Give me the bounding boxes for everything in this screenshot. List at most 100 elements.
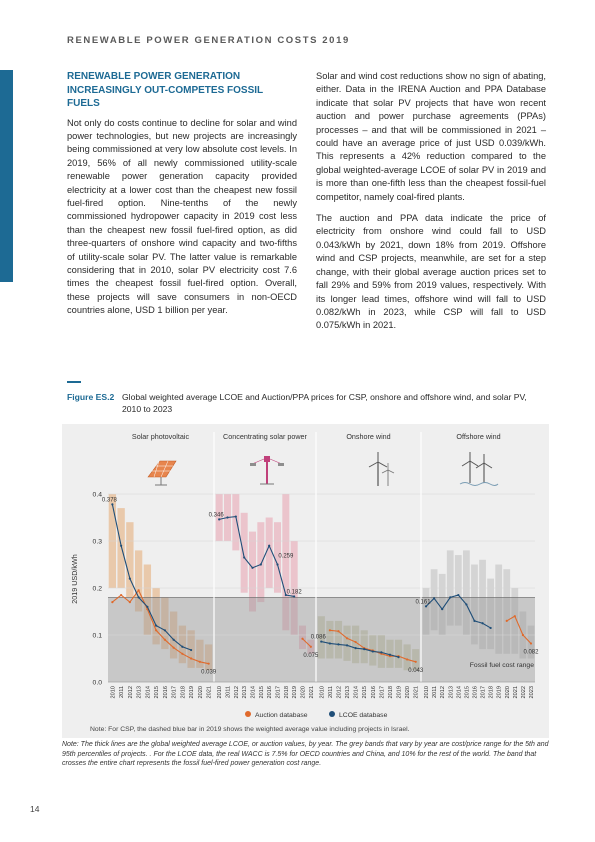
fossil-fuel-band [108,597,535,682]
lcoe-series-point [388,653,392,656]
auction-series-point [529,642,533,645]
lcoe-series-line [219,515,295,598]
percentile-band-bar [463,550,470,635]
x-tick-label: 2020 [301,686,307,698]
chart-area: 0.378 0.039 0.346 0.259 0.182 0.075 0.086 0.043… [62,424,549,738]
x-tick-label: 2011 [226,686,232,698]
x-tick-label: 2012 [128,686,134,698]
percentile-band-bar [240,512,248,593]
lcoe-series-point [320,640,323,643]
figure-rule [67,381,81,383]
data-label: 0.043 [408,668,424,674]
percentile-band-bar [152,588,160,645]
legend-lcoe-marker [329,711,335,717]
percentile-band-bar [161,597,169,650]
lcoe-series-point [433,597,436,600]
x-tick-label: 2016 [267,686,273,698]
x-tick-label: 2016 [371,686,377,698]
auction-series-point [337,630,340,633]
x-tick-label: 2017 [379,686,385,698]
y-tick-label: 0.0 [93,680,103,687]
running-header: RENEWABLE POWER GENERATION COSTS 2019 [67,35,350,46]
percentile-band-bar [134,550,143,612]
x-tick-label: 2013 [448,686,454,698]
auction-series-point [190,657,193,660]
data-label: 0.075 [303,653,319,659]
x-tick-label: 2010 [110,686,116,698]
x-tick-label: 2015 [464,686,470,698]
auction-series-point [172,646,175,649]
x-tick-label: 2021 [309,686,315,698]
x-tick-label: 2013 [137,686,143,698]
lcoe-series-point [441,608,444,611]
chart-legend: Auction database LCOE database [245,711,388,719]
x-tick-label: 2017 [276,686,282,698]
percentile-band-bar [438,573,446,635]
lcoe-series-point [284,593,287,597]
percentile-band-bar [117,508,125,588]
lcoe-chart: 0.378 0.039 0.346 0.259 0.182 0.075 0.086 0.043… [70,432,539,733]
lcoe-series-point [172,638,175,641]
x-tick-label: 2013 [242,686,248,698]
auction-series-point [345,637,349,640]
auction-series-point [301,637,304,640]
panel-title: Onshore wind [346,432,390,441]
figure-number: Figure ES.2 [67,392,115,402]
lcoe-series-point [268,544,271,547]
auction-series-point [198,660,201,663]
x-tick-label: 2015 [154,686,160,698]
lcoe-series-point [354,647,357,650]
lcoe-series-point [146,605,149,608]
percentile-band-bar [126,522,134,598]
lcoe-series-point [181,645,184,648]
percentile-band-bar [196,639,204,668]
x-tick-label: 2020 [405,686,411,698]
legend-lcoe-label: LCOE database [339,712,388,719]
lcoe-series-point [259,563,262,566]
lcoe-series-point [128,577,131,580]
percentile-band-bar [317,616,325,659]
lcoe-series-point [397,655,400,659]
data-label: 0.346 [209,512,225,518]
lcoe-series-point [337,643,340,646]
auction-series-point [155,629,158,632]
lcoe-series-point [489,626,492,630]
percentile-band-bar [299,625,306,650]
auction-series-point [513,615,516,618]
x-tick-label: 2021 [513,686,519,698]
x-tick-label: 2012 [440,686,446,698]
solar-panel-icon [147,460,177,486]
lcoe-series-point [449,596,452,599]
x-tick-label: 2011 [119,686,125,698]
percentile-band-bar [274,522,281,593]
x-tick-label: 2019 [189,686,195,698]
data-label: 0.182 [287,589,303,595]
x-tick-label: 2019 [292,686,298,698]
paragraph-1: Not only do costs continue to decline fo… [67,117,297,316]
y-tick-label: 0.1 [93,633,103,640]
x-tick-label: 2018 [388,686,394,698]
auction-series-line [112,589,209,665]
x-tick-label: 2019 [397,686,403,698]
lcoe-series-point [363,648,366,651]
csp-tower-icon [250,456,284,485]
percentile-band-bar [326,620,334,659]
auction-series-point [207,662,210,665]
percentile-band-bar [487,578,494,650]
lcoe-series-point [120,544,123,547]
right-column: Solar and wind cost reductions show no s… [316,70,546,341]
paragraph-2: Solar and wind cost reductions show no s… [316,71,546,202]
auction-series-point [406,658,409,661]
x-tick-label: 2011 [432,686,438,698]
fossil-band-label: Fossil fuel cost range [470,662,534,669]
x-tick-label: 2018 [180,686,186,698]
percentile-band-bar [334,620,343,659]
page-number: 14 [30,804,40,814]
x-tick-label: 2016 [472,686,478,698]
lcoe-series-point [218,518,221,521]
percentile-band-bar [343,625,351,661]
x-tick-label: 2013 [345,686,351,698]
lcoe-series-point [380,651,383,654]
x-tick-label: 2017 [481,686,487,698]
lcoe-series-point [473,619,476,622]
